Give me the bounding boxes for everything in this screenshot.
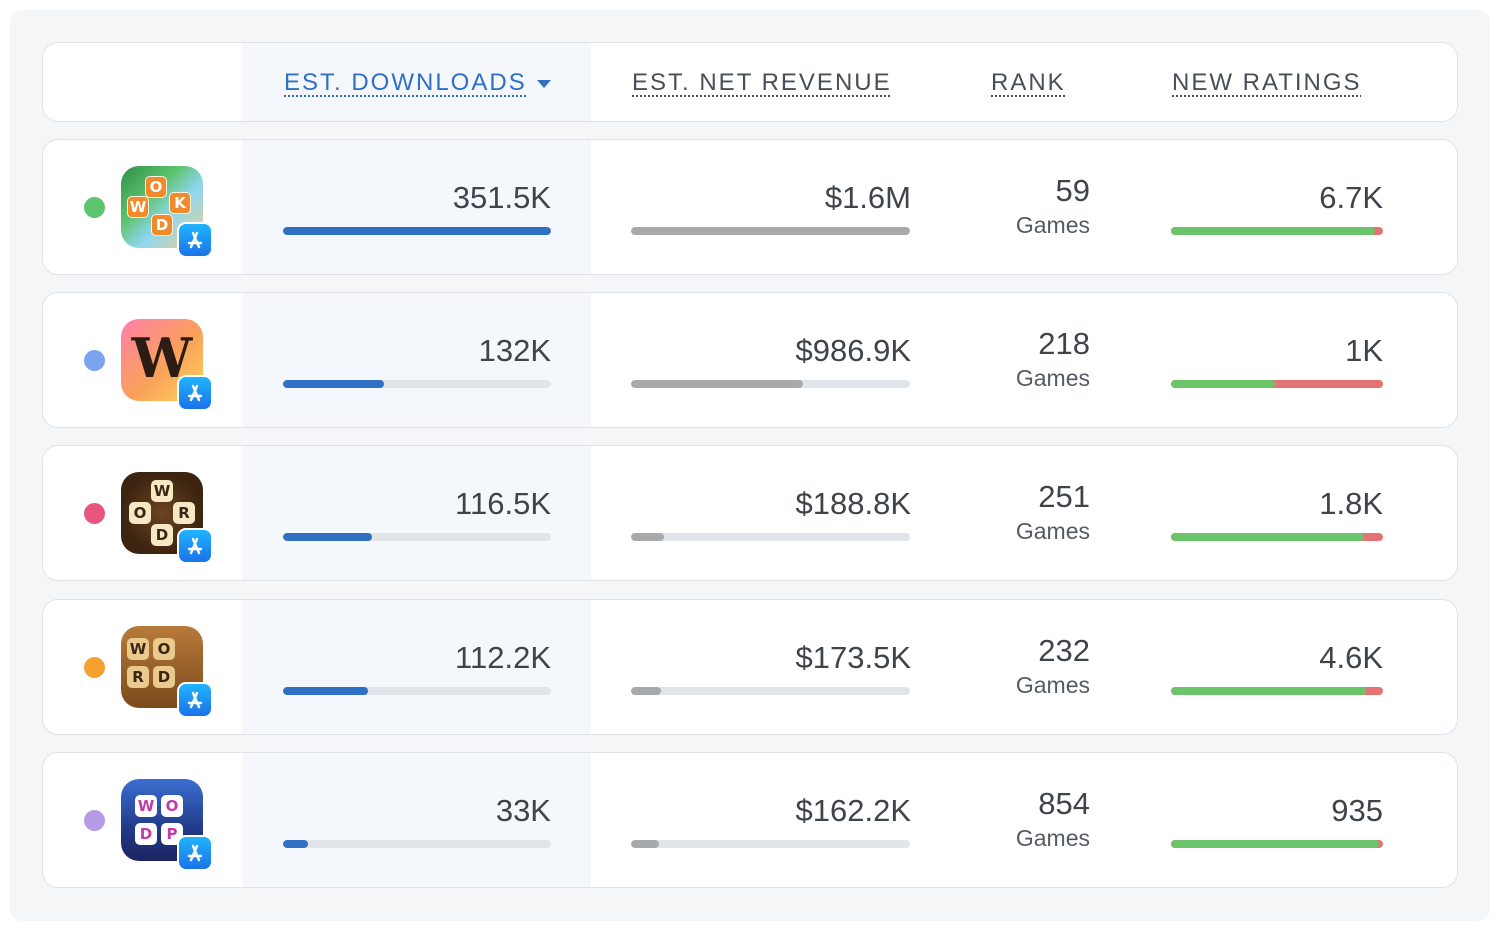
active-column-highlight <box>242 293 591 427</box>
revenue-bar <box>631 227 910 235</box>
word-connect-2020-icon[interactable]: W O R D <box>121 626 203 708</box>
active-column-highlight <box>242 446 591 580</box>
rank-category: Games <box>1015 825 1090 851</box>
downloads-value: 33K <box>495 793 551 828</box>
wordscapes-icon[interactable]: W O R D <box>121 472 203 554</box>
revenue-bar <box>631 687 910 695</box>
revenue-value: $162.2K <box>795 793 912 828</box>
app-store-icon <box>177 682 213 718</box>
active-column-highlight <box>242 43 591 121</box>
revenue-value: $1.6M <box>824 180 911 215</box>
table-row[interactable]: W 132K $986.9K 218 Games 1K <box>42 292 1458 428</box>
revenue-value: $173.5K <box>795 640 912 675</box>
downloads-value: 351.5K <box>452 180 551 215</box>
ratings-value: 6.7K <box>1319 180 1383 215</box>
downloads-bar <box>283 227 551 235</box>
active-column-highlight <box>242 140 591 274</box>
rank-value: 854 <box>1038 786 1090 821</box>
series-color-dot <box>84 503 105 524</box>
revenue-value: $188.8K <box>795 486 912 521</box>
ratings-value: 935 <box>1331 793 1383 828</box>
table-row[interactable]: W O D P 33K $162.2K 854 Games 935 <box>42 752 1458 888</box>
downloads-value: 116.5K <box>455 486 551 521</box>
active-column-highlight <box>242 600 591 734</box>
table-row[interactable]: W O R D 112.2K $173.5K 232 Games 4.6K <box>42 599 1458 735</box>
revenue-bar <box>631 840 910 848</box>
rank-category: Games <box>1015 365 1090 391</box>
table-row[interactable]: W O R D 116.5K $188.8K 251 Games 1.8K <box>42 445 1458 581</box>
rank-value: 59 <box>1055 173 1090 208</box>
revenue-bar <box>631 533 910 541</box>
words-with-friends-icon[interactable]: W <box>121 319 203 401</box>
series-color-dot <box>84 350 105 371</box>
ratings-value: 4.6K <box>1319 640 1383 675</box>
app-store-icon <box>177 375 213 411</box>
table-header: EST. DOWNLOADS EST. NET REVENUE RANK NEW… <box>42 42 1458 122</box>
column-header-rank[interactable]: RANK <box>991 69 1066 96</box>
app-store-icon <box>177 528 213 564</box>
revenue-bar <box>631 380 910 388</box>
ratings-bar <box>1171 687 1383 695</box>
word-connect-icon[interactable]: O W K D <box>121 166 203 248</box>
series-color-dot <box>84 657 105 678</box>
rank-category: Games <box>1015 212 1090 238</box>
ratings-bar <box>1171 840 1383 848</box>
downloads-bar <box>283 840 551 848</box>
ratings-bar <box>1171 380 1383 388</box>
rank-value: 218 <box>1038 326 1090 361</box>
ratings-value: 1.8K <box>1319 486 1383 521</box>
app-store-icon <box>177 835 213 871</box>
ratings-value: 1K <box>1345 333 1383 368</box>
rank-value: 251 <box>1038 479 1090 514</box>
column-header-est-net-revenue[interactable]: EST. NET REVENUE <box>632 69 892 96</box>
table-row[interactable]: O W K D 351.5K $1.6M 59 Games 6.7K <box>42 139 1458 275</box>
ratings-bar <box>1171 227 1383 235</box>
column-header-new-ratings[interactable]: NEW RATINGS <box>1172 69 1362 96</box>
downloads-value: 112.2K <box>455 640 551 675</box>
downloads-value: 132K <box>478 333 551 368</box>
app-store-icon <box>177 222 213 258</box>
downloads-bar <box>283 533 551 541</box>
sort-descending-icon[interactable] <box>537 80 551 88</box>
rank-category: Games <box>1015 672 1090 698</box>
series-color-dot <box>84 197 105 218</box>
ratings-bar <box>1171 533 1383 541</box>
rank-category: Games <box>1015 518 1090 544</box>
downloads-bar <box>283 687 551 695</box>
series-color-dot <box>84 810 105 831</box>
revenue-value: $986.9K <box>795 333 912 368</box>
active-column-highlight <box>242 753 591 887</box>
column-header-est-downloads[interactable]: EST. DOWNLOADS <box>284 69 527 96</box>
downloads-bar <box>283 380 551 388</box>
rank-value: 232 <box>1038 633 1090 668</box>
